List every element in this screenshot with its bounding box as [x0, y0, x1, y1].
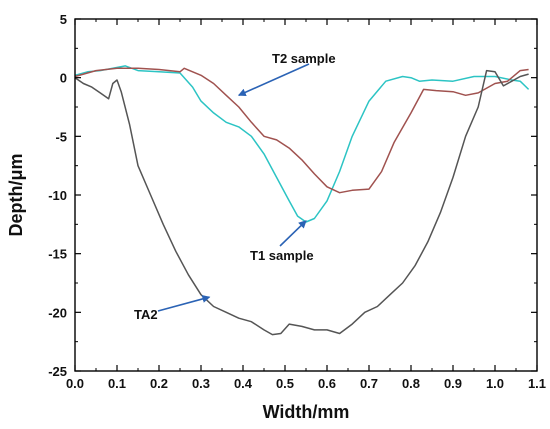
series-line-t1 — [74, 65, 530, 223]
x-tick-label: 0.0 — [66, 376, 84, 391]
series-layer — [74, 65, 530, 336]
x-axis-title: Width/mm — [263, 402, 350, 422]
y-tick-label: -20 — [48, 305, 67, 320]
y-tick-label: -5 — [55, 129, 67, 144]
annotation-arrow-ta2 — [157, 295, 211, 312]
x-tick-label: 0.4 — [234, 376, 253, 391]
annotation-label-ta2: TA2 — [134, 307, 158, 322]
x-tick-label: 0.6 — [318, 376, 336, 391]
y-tick-label: 5 — [60, 12, 67, 27]
x-tick-label: 0.8 — [402, 376, 420, 391]
annotation-arrow-t2-sample — [237, 63, 310, 97]
ticks-layer: 0.0 0.1 0.2 0.3 0.4 0.5 0.6 0.7 0.8 0.9 1.0 1.1 5 0 -5… — [48, 12, 546, 391]
y-tick-label: 0 — [60, 71, 67, 86]
y-tick-label: -15 — [48, 247, 67, 262]
x-tick-label: 0.2 — [150, 376, 168, 391]
x-tick-label: 0.7 — [360, 376, 378, 391]
annotation-label-t1-sample: T1 sample — [250, 248, 314, 263]
y-axis-title: Depth/μm — [6, 153, 26, 236]
x-tick-label: 0.5 — [276, 376, 294, 391]
annotations-layer: T2 sample T1 sample TA2 — [134, 51, 336, 322]
x-tick-label: 0.1 — [108, 376, 126, 391]
annotation-arrow-t1-sample — [279, 220, 307, 247]
annotation-label-t2-sample: T2 sample — [272, 51, 336, 66]
x-tick-label: 0.9 — [444, 376, 462, 391]
y-tick-label: -10 — [48, 188, 67, 203]
y-tick-label: -25 — [48, 364, 67, 379]
x-tick-label: 0.3 — [192, 376, 210, 391]
x-tick-label: 1.0 — [486, 376, 504, 391]
series-line-ta2 — [74, 69, 529, 336]
series-line-t2 — [74, 67, 529, 194]
x-tick-label: 1.1 — [528, 376, 546, 391]
